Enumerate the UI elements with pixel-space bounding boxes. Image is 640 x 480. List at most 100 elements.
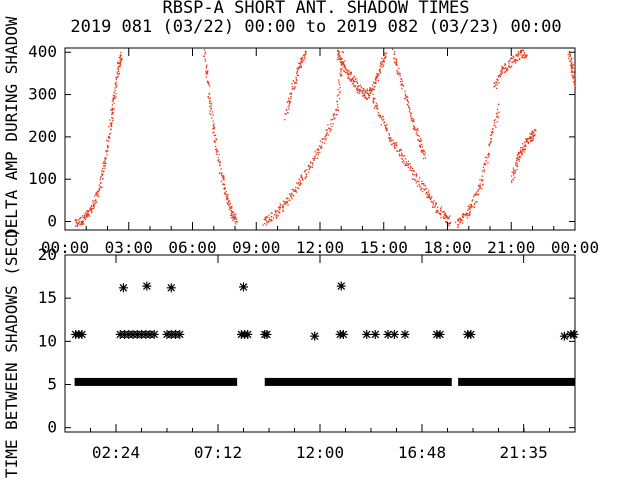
data-point xyxy=(226,202,228,204)
data-point xyxy=(117,75,119,77)
data-point xyxy=(285,108,288,111)
data-point xyxy=(300,59,303,61)
data-point xyxy=(301,56,304,58)
data-point xyxy=(340,75,342,77)
data-point xyxy=(534,133,536,135)
data-point xyxy=(335,114,337,116)
data-point xyxy=(407,164,409,166)
data-point xyxy=(496,82,498,84)
data-point xyxy=(488,145,491,147)
asterisk-point xyxy=(175,329,185,339)
data-point xyxy=(336,103,339,106)
data-point xyxy=(225,190,227,193)
data-point xyxy=(103,161,105,163)
data-point xyxy=(282,205,284,207)
data-point xyxy=(113,96,115,98)
data-point xyxy=(95,199,97,201)
data-point xyxy=(102,173,104,176)
data-point xyxy=(497,76,500,78)
data-point xyxy=(233,214,235,216)
data-point xyxy=(395,59,397,61)
data-point xyxy=(320,145,323,147)
data-point xyxy=(523,151,525,153)
data-point xyxy=(329,128,331,131)
data-point xyxy=(383,118,385,120)
data-point xyxy=(393,144,396,146)
data-point xyxy=(332,113,334,116)
data-point xyxy=(294,86,296,88)
data-point xyxy=(465,212,468,214)
data-point xyxy=(268,219,270,221)
data-point xyxy=(533,134,535,137)
data-point xyxy=(420,183,423,185)
data-point xyxy=(415,182,417,184)
data-point xyxy=(471,200,473,202)
data-point xyxy=(459,219,462,221)
data-point xyxy=(457,218,460,220)
data-point xyxy=(380,61,382,63)
data-point xyxy=(416,127,419,130)
data-point xyxy=(408,111,411,113)
data-point xyxy=(203,49,206,51)
data-point xyxy=(269,218,271,220)
data-point xyxy=(418,183,420,186)
data-point xyxy=(517,153,519,155)
data-point xyxy=(497,115,499,118)
data-point xyxy=(495,81,497,83)
data-point xyxy=(105,157,107,159)
data-point xyxy=(317,152,319,154)
data-point xyxy=(517,152,519,154)
series-branch-3 xyxy=(284,50,307,121)
data-point xyxy=(331,125,333,128)
data-point xyxy=(386,124,388,126)
data-point xyxy=(435,202,437,205)
data-point xyxy=(317,149,320,151)
data-point xyxy=(483,171,485,173)
data-point xyxy=(230,217,232,219)
data-point xyxy=(231,214,233,216)
top-panel: 0 100 200 300 400 00:00 03:00 06:00 09:00 12:00 15… xyxy=(28,42,599,257)
data-point xyxy=(94,200,96,202)
data-point xyxy=(420,189,422,191)
data-point xyxy=(520,50,523,52)
data-point xyxy=(111,104,114,106)
data-point xyxy=(231,211,234,214)
data-point xyxy=(338,84,341,86)
data-point xyxy=(278,211,280,213)
data-point xyxy=(354,84,356,87)
data-point xyxy=(78,221,81,223)
data-point xyxy=(304,54,307,56)
data-point xyxy=(469,208,471,211)
data-point xyxy=(518,160,520,162)
data-point xyxy=(368,90,370,92)
data-point xyxy=(474,193,477,195)
data-point xyxy=(518,58,521,60)
data-point xyxy=(526,140,528,143)
data-point xyxy=(84,218,86,220)
data-point xyxy=(212,120,214,122)
data-point xyxy=(366,88,368,90)
data-point xyxy=(287,204,289,206)
data-point xyxy=(372,97,374,99)
data-point xyxy=(469,206,471,208)
data-point xyxy=(369,95,371,97)
data-point xyxy=(574,87,577,90)
data-point xyxy=(216,149,218,151)
data-point xyxy=(296,67,298,69)
data-point xyxy=(462,213,465,215)
data-point xyxy=(400,149,402,151)
data-point xyxy=(454,221,457,224)
data-point xyxy=(300,60,302,63)
data-point xyxy=(440,217,442,219)
data-point xyxy=(573,82,576,84)
data-point xyxy=(301,60,303,62)
data-point xyxy=(416,174,418,176)
data-point xyxy=(429,196,431,198)
data-point xyxy=(484,163,486,165)
data-point xyxy=(234,215,236,217)
data-point xyxy=(112,119,114,122)
data-point xyxy=(223,179,225,181)
data-point xyxy=(283,203,285,205)
data-point xyxy=(448,217,450,220)
data-point xyxy=(533,131,535,133)
